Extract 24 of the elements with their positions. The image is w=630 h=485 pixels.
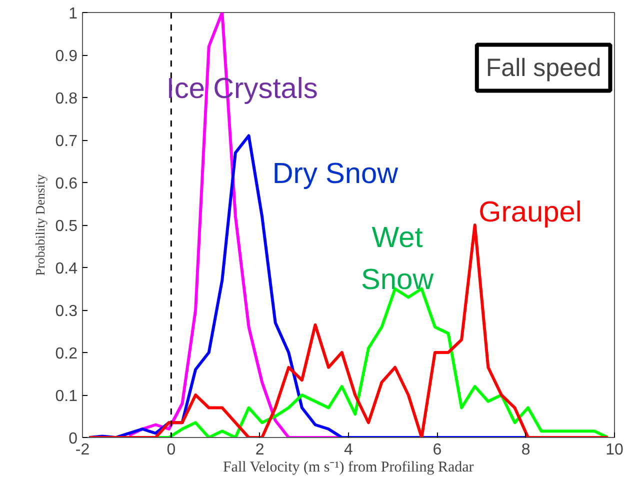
y-tick-label: 0.7 — [55, 133, 78, 150]
x-tick-label: -2 — [75, 442, 90, 458]
y-tick-label: 0 — [68, 430, 78, 448]
y-tick-label: 0.1 — [55, 388, 78, 405]
x-tick-label: 10 — [606, 442, 624, 458]
annotation: Fall speed — [486, 54, 602, 82]
y-tick-label: 0.6 — [55, 176, 78, 192]
series-label: Dry Snow — [272, 158, 400, 190]
x-tick-label: 8 — [521, 442, 530, 458]
x-tick-label: 6 — [432, 442, 442, 458]
y-tick-label: 0.4 — [55, 260, 78, 278]
y-tick-label: 0.9 — [55, 48, 78, 65]
x-axis-title: Fall Velocity (m s⁻¹) from Profiling Radar — [222, 460, 474, 476]
y-tick-label: 0.3 — [55, 303, 78, 320]
x-tick-label: 2 — [255, 442, 264, 458]
y-tick-label: 1 — [68, 6, 78, 22]
series-label: Wet Snow — [360, 222, 435, 296]
series-label: Graupel — [478, 196, 582, 228]
y-tick-label: 0.8 — [55, 90, 78, 108]
x-tick-label: 4 — [344, 442, 354, 458]
y-axis-title: Probability Density — [32, 174, 48, 276]
y-tick-label: 0.2 — [55, 346, 78, 362]
x-tick-label: 0 — [166, 442, 176, 458]
y-tick-label: 0.5 — [55, 218, 78, 235]
